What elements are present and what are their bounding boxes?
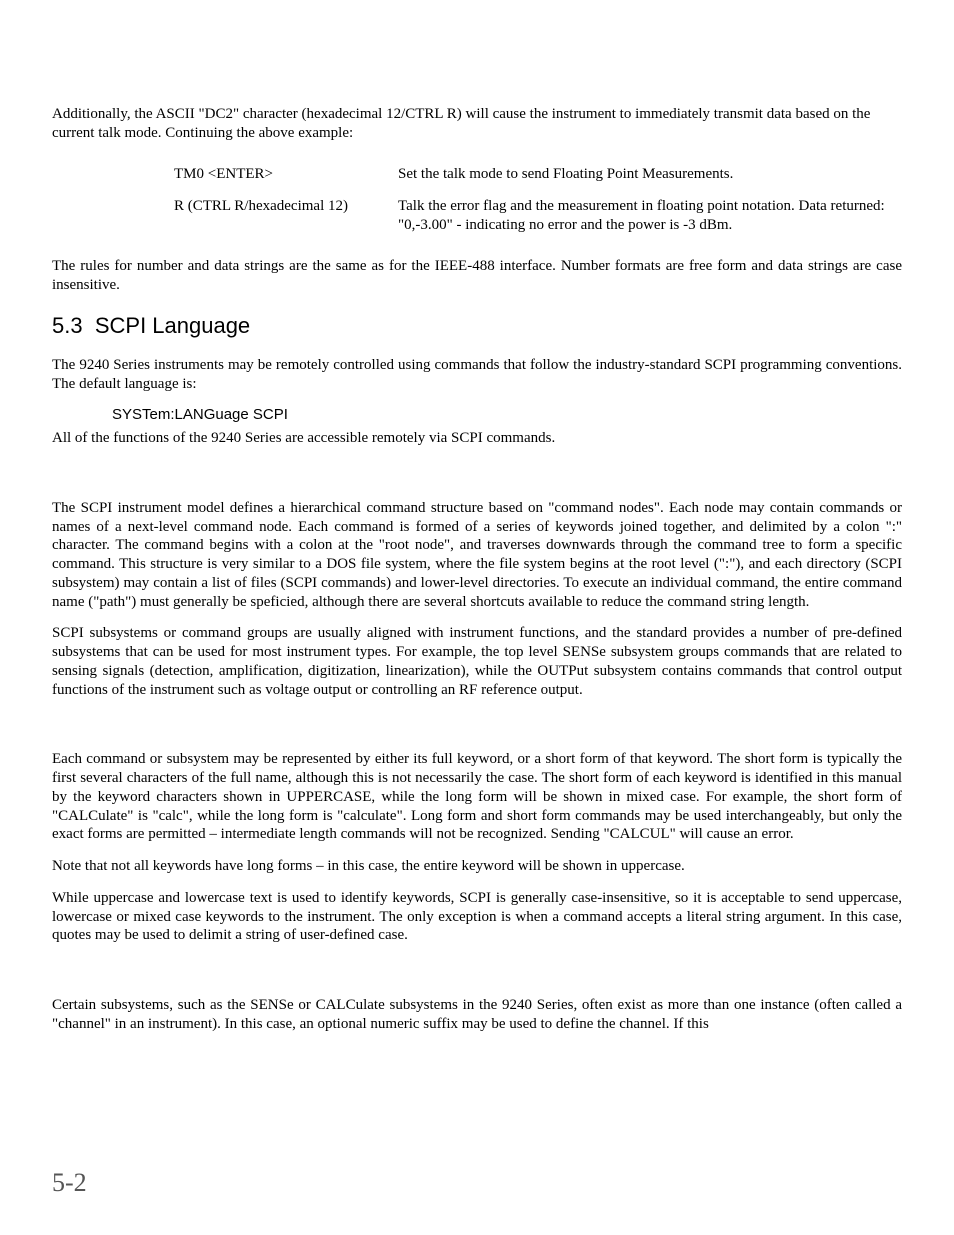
spacer xyxy=(52,712,902,750)
description-cell: Talk the error flag and the measurement … xyxy=(398,191,900,241)
table-row: TM0 <ENTER> Set the talk mode to send Fl… xyxy=(174,159,900,190)
intro-paragraph: Additionally, the ASCII "DC2" character … xyxy=(52,105,902,143)
command-cell: R (CTRL R/hexadecimal 12) xyxy=(174,191,396,241)
section-number: 5.3 xyxy=(52,313,83,338)
command-cell: TM0 <ENTER> xyxy=(174,159,396,190)
system-language-command: SYSTem:LANGuage SCPI xyxy=(112,406,902,425)
section-heading: 5.3 SCPI Language xyxy=(52,312,902,340)
channels-paragraph: Certain subsystems, such as the SENSe or… xyxy=(52,996,902,1034)
shortform-paragraph: Each command or subsystem may be represe… xyxy=(52,750,902,844)
after-table-paragraph: The rules for number and data strings ar… xyxy=(52,257,902,295)
case-paragraph: While uppercase and lowercase text is us… xyxy=(52,889,902,945)
page: Additionally, the ASCII "DC2" character … xyxy=(0,0,954,1235)
spacer xyxy=(52,958,902,996)
spacer xyxy=(52,461,902,499)
scpi-intro-paragraph: The 9240 Series instruments may be remot… xyxy=(52,356,902,394)
command-example-table: TM0 <ENTER> Set the talk mode to send Fl… xyxy=(172,157,902,243)
section-title: SCPI Language xyxy=(95,313,250,338)
subsystems-paragraph: SCPI subsystems or command groups are us… xyxy=(52,624,902,699)
no-longform-paragraph: Note that not all keywords have long for… xyxy=(52,857,902,876)
description-cell: Set the talk mode to send Floating Point… xyxy=(398,159,900,190)
page-number: 5-2 xyxy=(52,1167,87,1200)
scpi-accessible-paragraph: All of the functions of the 9240 Series … xyxy=(52,429,902,448)
hierarchy-paragraph: The SCPI instrument model defines a hier… xyxy=(52,499,902,612)
table-row: R (CTRL R/hexadecimal 12) Talk the error… xyxy=(174,191,900,241)
